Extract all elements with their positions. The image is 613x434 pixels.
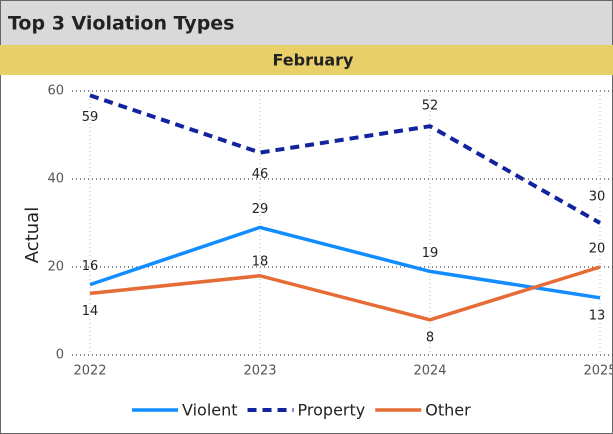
y-tick-label: 20 — [47, 260, 64, 275]
data-label: 16 — [82, 259, 99, 274]
legend-label: Property — [298, 401, 366, 420]
legend-label: Violent — [182, 401, 238, 420]
y-tick-label: 60 — [47, 84, 64, 99]
chart-title: Top 3 Violation Types — [8, 13, 235, 35]
y-tick-label: 0 — [56, 348, 64, 363]
data-label: 30 — [589, 190, 606, 205]
subtitle-bar — [0, 45, 613, 75]
data-label: 13 — [589, 308, 606, 323]
x-tick-label: 2023 — [243, 364, 276, 379]
x-tick-label: 2024 — [413, 364, 446, 379]
data-label: 52 — [422, 99, 439, 114]
data-label: 18 — [252, 254, 269, 269]
legend-label: Other — [425, 401, 471, 420]
series-line — [89, 265, 601, 322]
data-label: 14 — [82, 304, 99, 319]
x-tick-label: 2022 — [73, 364, 106, 379]
series-line — [89, 225, 601, 300]
data-label: 46 — [252, 167, 269, 182]
series-line — [89, 93, 601, 225]
x-tick-label: 2025 — [583, 364, 613, 379]
data-label: 59 — [82, 110, 99, 125]
data-label: 20 — [589, 242, 606, 257]
y-tick-label: 40 — [47, 172, 64, 187]
data-label: 8 — [426, 330, 434, 345]
subtitle: February — [273, 51, 355, 70]
y-axis-label: Actual — [22, 207, 43, 263]
data-label: 29 — [252, 202, 269, 217]
data-label: 19 — [422, 246, 439, 261]
title-bar — [0, 0, 613, 45]
